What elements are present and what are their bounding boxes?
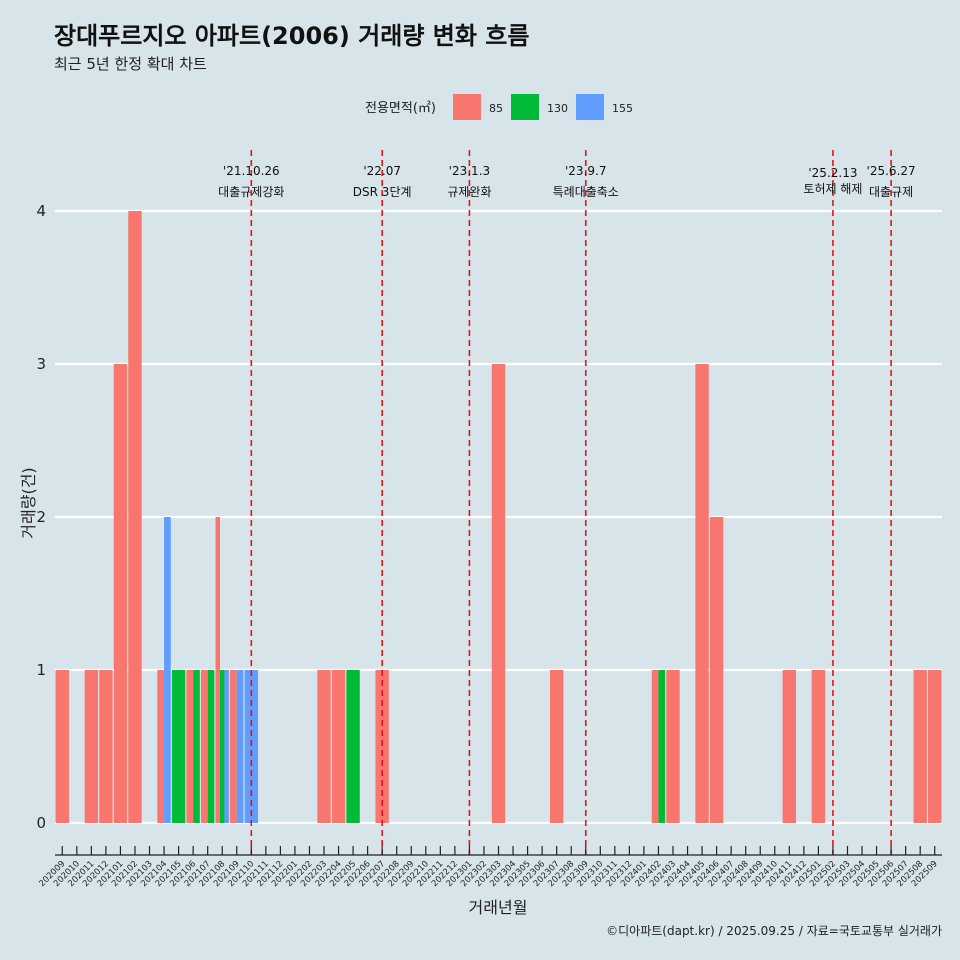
legend: 전용면적(㎡) 85 130 155 <box>365 94 633 120</box>
y-tick-label: 3 <box>36 355 46 373</box>
bar-202402-85 <box>651 670 659 823</box>
bar-202104-155 <box>164 517 171 823</box>
bar-202106-130 <box>193 670 200 823</box>
legend-swatch-155 <box>576 94 604 120</box>
bar-202508-85 <box>913 670 927 823</box>
bar-202405-85 <box>695 364 709 823</box>
y-axis-title: 거래량(건) <box>19 467 38 538</box>
y-tick-labels: 0 1 2 3 4 <box>36 202 46 832</box>
bars <box>55 211 942 823</box>
legend-label-155: 155 <box>612 102 633 115</box>
bar-202406-85 <box>709 517 724 823</box>
bar-202107-85 <box>200 670 208 823</box>
legend-swatch-130 <box>511 94 539 120</box>
event-date: '25.2.13 <box>808 166 857 180</box>
event-date: '23.1.3 <box>449 164 490 178</box>
y-tick-label: 4 <box>36 202 46 220</box>
bar-202104-85 <box>157 670 165 823</box>
bar-202102-85 <box>128 211 142 823</box>
chart-title: 장대푸르지오 아파트(2006) 거래량 변화 흐름 <box>54 22 529 50</box>
event-date: '22.07 <box>363 164 401 178</box>
bar-202303-85 <box>491 364 506 823</box>
event-label: 토허제 해제 <box>803 182 862 196</box>
event-label: 특례대출축소 <box>553 185 619 199</box>
bar-202012-85 <box>99 670 113 823</box>
chart-subtitle: 최근 5년 한정 확대 차트 <box>54 55 207 73</box>
bar-202204-85 <box>331 670 346 823</box>
x-axis-title: 거래년월 <box>469 898 528 917</box>
bar-202403-85 <box>666 670 680 823</box>
bar-202411-85 <box>782 670 797 823</box>
event-date: '23.9.7 <box>565 164 606 178</box>
bar-202108-155 <box>224 670 229 823</box>
event-lines: '21.10.26 대출규제강화 '22.07 DSR 3단계 '23.1.3 규제완화 '… <box>218 150 916 855</box>
bar-202205-130 <box>346 670 360 823</box>
bar-202307-85 <box>549 670 564 823</box>
bar-202105-130 <box>171 670 186 823</box>
legend-title: 전용면적(㎡) <box>365 101 436 116</box>
bar-202107-130 <box>207 670 215 823</box>
x-axis: 2020092020102020112020122021012021022021… <box>37 846 942 889</box>
bar-202106-85 <box>186 670 194 823</box>
y-tick-label: 2 <box>36 508 46 526</box>
bar-202207-85 <box>375 670 389 823</box>
legend-label-85: 85 <box>489 102 503 115</box>
event-label: 대출규제강화 <box>218 185 284 199</box>
event-label: DSR 3단계 <box>353 185 412 199</box>
bar-202009-85 <box>55 670 69 823</box>
y-tick-label: 1 <box>36 661 46 679</box>
bar-202011-85 <box>84 670 99 823</box>
bar-202101-85 <box>113 364 128 823</box>
bar-202501-85 <box>811 670 826 823</box>
legend-swatch-85 <box>453 94 481 120</box>
bar-202509-85 <box>928 670 942 823</box>
bar-202108-85 <box>215 517 220 823</box>
bar-202109-155 <box>236 670 244 823</box>
bar-202402-130 <box>658 670 666 823</box>
legend-label-130: 130 <box>547 102 568 115</box>
bar-202110-155 <box>244 670 258 823</box>
event-label: 대출규제 <box>869 185 913 199</box>
caption: ©디아파트(dapt.kr) / 2025.09.25 / 자료=국토교통부 실… <box>606 924 942 938</box>
y-tick-label: 0 <box>36 814 46 832</box>
bar-202203-85 <box>317 670 331 823</box>
bar-202109-85 <box>230 670 237 823</box>
bar-202108-130 <box>219 670 225 823</box>
event-date: '21.10.26 <box>223 164 280 178</box>
event-date: '25.6.27 <box>867 164 916 178</box>
event-label: 규제완화 <box>447 185 491 199</box>
